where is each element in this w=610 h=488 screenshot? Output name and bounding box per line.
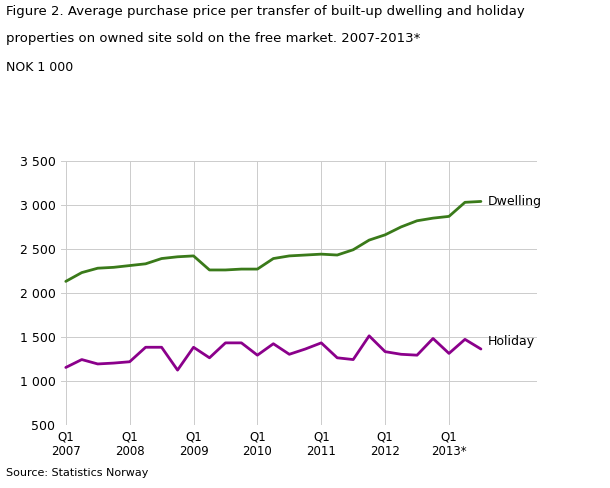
- Text: Holiday: Holiday: [487, 335, 534, 348]
- Text: Source: Statistics Norway: Source: Statistics Norway: [6, 468, 148, 478]
- Text: properties on owned site sold on the free market. 2007-2013*: properties on owned site sold on the fre…: [6, 32, 420, 45]
- Text: NOK 1 000: NOK 1 000: [6, 61, 73, 74]
- Text: Dwelling: Dwelling: [487, 195, 541, 208]
- Text: Figure 2. Average purchase price per transfer of built-up dwelling and holiday: Figure 2. Average purchase price per tra…: [6, 5, 525, 18]
